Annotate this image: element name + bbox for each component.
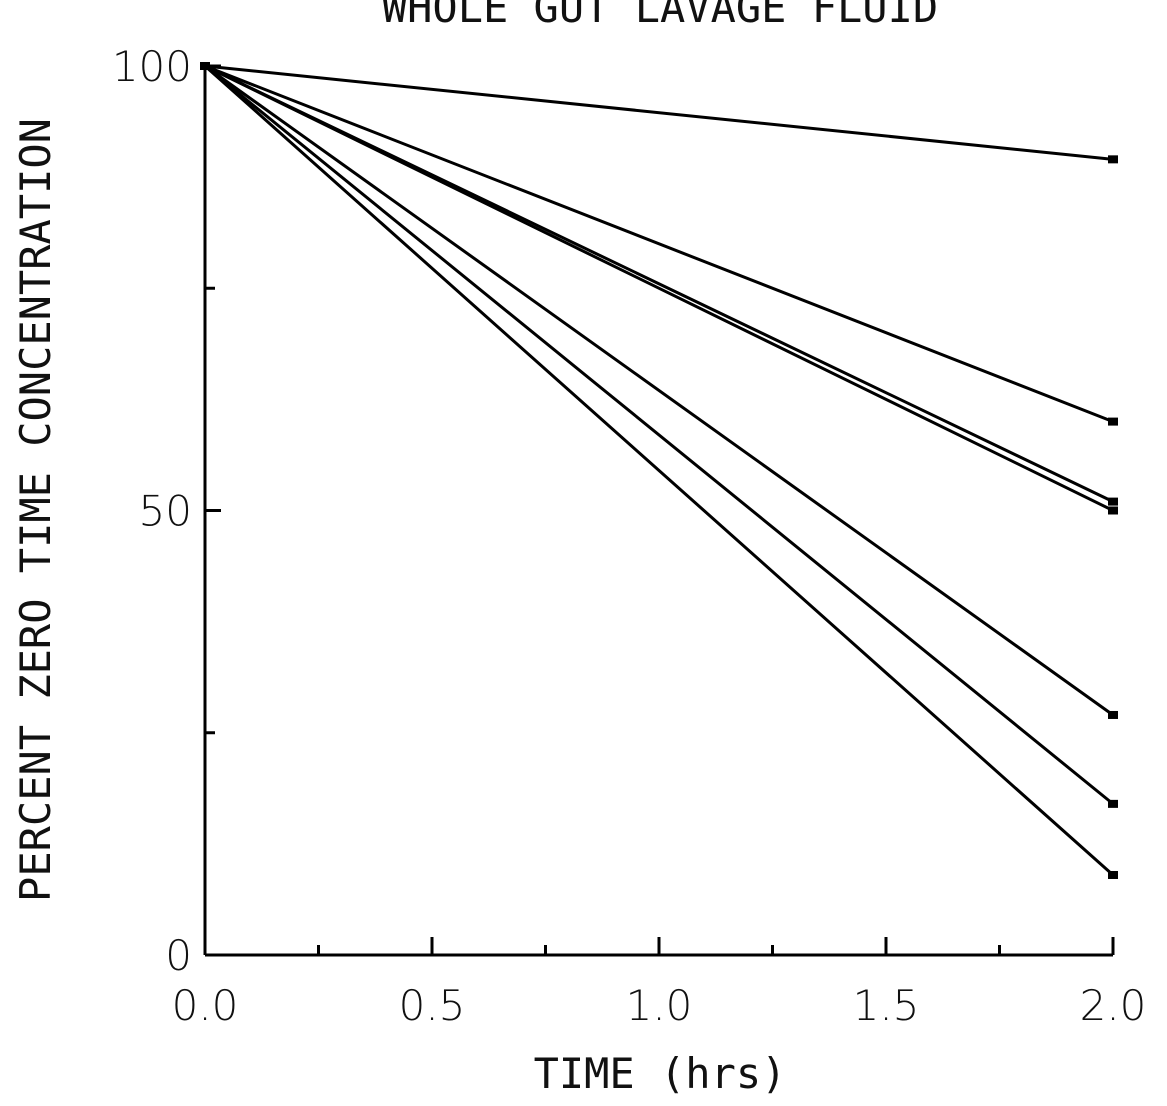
data-point [1108, 417, 1118, 426]
x-tick-label: 2.0 [1080, 981, 1147, 1030]
data-point [1108, 799, 1118, 808]
data-point [200, 62, 210, 70]
x-axis-title: TIME (hrs) [534, 1049, 787, 1098]
y-tick-label: 0 [165, 931, 192, 980]
series-line-4 [203, 64, 1115, 512]
y-axis: 0 50 100 [112, 42, 221, 980]
y-tick-label: 50 [139, 487, 192, 536]
data-point [1108, 870, 1118, 879]
x-tick-label: 0.0 [172, 981, 239, 1030]
y-axis-title: PERCENT ZERO TIME CONCENTRATION [11, 118, 60, 902]
series-line-6 [203, 64, 1115, 806]
x-tick-label: 0.5 [399, 981, 466, 1030]
x-tick-label: 1.0 [626, 981, 693, 1030]
series-line-5 [203, 64, 1115, 717]
series-line-1 [203, 64, 1115, 161]
data-point [1108, 710, 1118, 719]
y-ticks: 0 50 100 [112, 42, 221, 980]
data-point [1108, 506, 1118, 515]
data-point [1108, 155, 1118, 164]
x-ticks: 0.0 0.5 1.0 1.5 2.0 [172, 937, 1147, 1030]
chart-title: WHOLE GUT LAVAGE FLUID [382, 0, 938, 32]
series-line-2 [203, 64, 1115, 424]
y-tick-label: 100 [112, 42, 192, 91]
series-group [200, 62, 1118, 879]
x-tick-label: 1.5 [853, 981, 920, 1030]
data-point [1108, 497, 1118, 506]
x-axis: 0.0 0.5 1.0 1.5 2.0 [172, 937, 1147, 1030]
series-line-7 [203, 64, 1115, 877]
